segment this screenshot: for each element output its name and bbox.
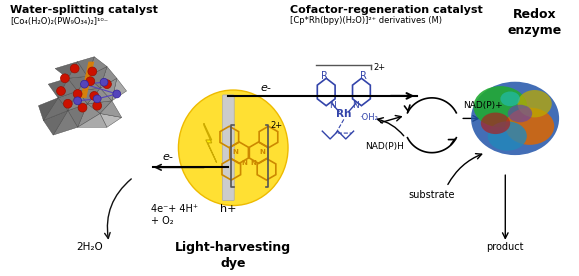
- Ellipse shape: [471, 82, 559, 155]
- Polygon shape: [78, 57, 94, 76]
- Text: R: R: [321, 71, 328, 81]
- Circle shape: [70, 64, 79, 73]
- Polygon shape: [204, 123, 217, 163]
- Circle shape: [102, 80, 111, 89]
- Circle shape: [73, 89, 82, 98]
- Circle shape: [93, 95, 101, 103]
- Text: 2+: 2+: [270, 121, 283, 130]
- Text: [Cp*Rh(bpy)(H₂O)]²⁺ derivatives (M): [Cp*Rh(bpy)(H₂O)]²⁺ derivatives (M): [290, 16, 442, 25]
- Text: Redox
enzyme: Redox enzyme: [508, 8, 562, 37]
- Polygon shape: [100, 101, 122, 117]
- Polygon shape: [38, 98, 58, 120]
- Circle shape: [90, 92, 98, 100]
- Text: N: N: [232, 149, 238, 155]
- Circle shape: [57, 87, 65, 95]
- Polygon shape: [80, 62, 94, 98]
- Text: NAD(P)+: NAD(P)+: [463, 101, 503, 110]
- Polygon shape: [68, 76, 87, 91]
- Ellipse shape: [488, 121, 527, 151]
- Polygon shape: [87, 88, 112, 104]
- Text: 2+: 2+: [373, 63, 385, 72]
- Polygon shape: [53, 111, 78, 135]
- Text: e-: e-: [261, 83, 272, 93]
- Circle shape: [93, 101, 101, 110]
- Text: h+: h+: [220, 204, 237, 214]
- Circle shape: [88, 67, 97, 76]
- Polygon shape: [68, 104, 87, 127]
- Polygon shape: [78, 113, 107, 127]
- Text: 2H₂O: 2H₂O: [76, 243, 102, 253]
- Polygon shape: [48, 78, 68, 98]
- Polygon shape: [43, 98, 68, 120]
- Text: N: N: [241, 160, 247, 166]
- Polygon shape: [78, 88, 100, 104]
- Polygon shape: [68, 62, 87, 78]
- FancyBboxPatch shape: [222, 95, 234, 201]
- Ellipse shape: [474, 86, 527, 127]
- Ellipse shape: [518, 90, 552, 117]
- Text: N: N: [329, 101, 335, 110]
- Text: Cofactor-regeneration catalyst: Cofactor-regeneration catalyst: [290, 5, 483, 15]
- Text: N: N: [251, 160, 256, 166]
- Text: Water-splitting catalyst: Water-splitting catalyst: [10, 5, 158, 15]
- Ellipse shape: [508, 105, 532, 122]
- Text: 4e⁻+ 4H⁺
+ O₂: 4e⁻+ 4H⁺ + O₂: [151, 204, 198, 226]
- Polygon shape: [112, 78, 127, 101]
- Text: [Co₄(H₂O)₂(PW₉O₃₄)₂]¹⁰⁻: [Co₄(H₂O)₂(PW₉O₃₄)₂]¹⁰⁻: [10, 17, 108, 26]
- Polygon shape: [43, 111, 68, 135]
- Text: N: N: [352, 101, 359, 110]
- Ellipse shape: [481, 113, 510, 134]
- Text: N: N: [259, 149, 266, 155]
- Polygon shape: [87, 101, 112, 113]
- Ellipse shape: [505, 108, 554, 145]
- Circle shape: [100, 78, 108, 86]
- Polygon shape: [78, 104, 100, 127]
- Text: product: product: [486, 243, 524, 253]
- Polygon shape: [87, 67, 107, 88]
- Polygon shape: [58, 91, 78, 111]
- Circle shape: [78, 103, 87, 112]
- Text: R: R: [360, 71, 367, 81]
- Text: ·OH₂: ·OH₂: [360, 113, 378, 122]
- Ellipse shape: [178, 90, 288, 206]
- Circle shape: [74, 97, 82, 105]
- Circle shape: [60, 74, 69, 83]
- Circle shape: [80, 80, 89, 88]
- Circle shape: [113, 90, 120, 98]
- Text: e-: e-: [162, 152, 173, 163]
- Polygon shape: [68, 91, 87, 111]
- Polygon shape: [100, 67, 117, 88]
- Polygon shape: [100, 78, 117, 101]
- Polygon shape: [58, 78, 78, 98]
- Circle shape: [64, 99, 72, 108]
- Circle shape: [86, 77, 95, 86]
- Polygon shape: [78, 76, 100, 91]
- Polygon shape: [55, 62, 78, 78]
- Text: NAD(P)H: NAD(P)H: [365, 142, 405, 151]
- Polygon shape: [100, 113, 122, 127]
- Text: Light-harvesting
dye: Light-harvesting dye: [175, 241, 291, 270]
- Polygon shape: [87, 57, 107, 76]
- Text: Rh: Rh: [336, 108, 351, 118]
- Text: substrate: substrate: [409, 190, 455, 200]
- Ellipse shape: [500, 92, 520, 106]
